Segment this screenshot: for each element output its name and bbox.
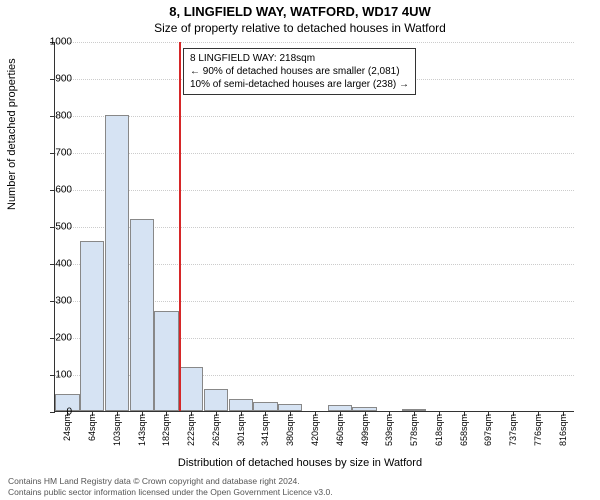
chart-subtitle: Size of property relative to detached ho…	[0, 19, 600, 41]
bar	[105, 115, 129, 411]
plot-region: 24sqm64sqm103sqm143sqm182sqm222sqm262sqm…	[54, 42, 574, 412]
y-axis-label: Number of detached properties	[6, 58, 18, 210]
attribution-text: Contains HM Land Registry data © Crown c…	[8, 476, 333, 498]
annotation-line: ← 90% of detached houses are smaller (2,…	[190, 65, 409, 78]
y-tick-label: 500	[36, 222, 72, 233]
chart-title: 8, LINGFIELD WAY, WATFORD, WD17 4UW	[0, 0, 600, 19]
attribution-line-2: Contains public sector information licen…	[8, 487, 333, 498]
y-tick-label: 900	[36, 74, 72, 85]
bar	[278, 404, 302, 411]
annotation-line: 8 LINGFIELD WAY: 218sqm	[190, 52, 409, 65]
bar	[204, 389, 228, 411]
bar	[80, 241, 104, 411]
y-tick-label: 1000	[36, 37, 72, 48]
y-tick-label: 800	[36, 111, 72, 122]
y-tick-label: 0	[36, 407, 72, 418]
y-tick-label: 700	[36, 148, 72, 159]
annotation-box: 8 LINGFIELD WAY: 218sqm← 90% of detached…	[183, 48, 416, 95]
x-axis-label: Distribution of detached houses by size …	[0, 457, 600, 469]
grid-line	[55, 153, 574, 154]
y-tick-label: 300	[36, 296, 72, 307]
y-tick-label: 200	[36, 333, 72, 344]
y-tick-label: 400	[36, 259, 72, 270]
bar	[179, 367, 203, 411]
grid-line	[55, 190, 574, 191]
grid-line	[55, 116, 574, 117]
attribution-line-1: Contains HM Land Registry data © Crown c…	[8, 476, 333, 487]
bar	[154, 311, 178, 411]
grid-line	[55, 42, 574, 43]
reference-line	[179, 42, 181, 411]
annotation-line: 10% of semi-detached houses are larger (…	[190, 78, 409, 91]
y-tick-label: 600	[36, 185, 72, 196]
bar	[130, 219, 154, 411]
y-tick-label: 100	[36, 370, 72, 381]
bar	[253, 402, 277, 411]
chart-area: 24sqm64sqm103sqm143sqm182sqm222sqm262sqm…	[54, 42, 574, 412]
bar	[229, 399, 253, 411]
